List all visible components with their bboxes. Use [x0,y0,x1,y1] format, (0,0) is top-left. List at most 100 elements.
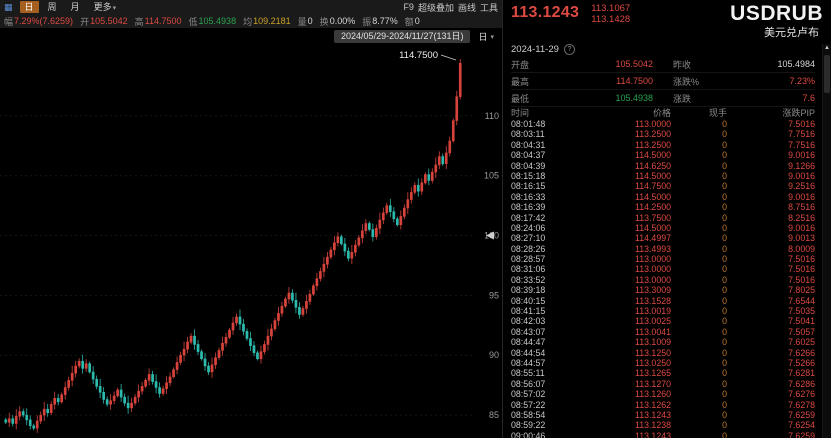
tick-row[interactable]: 08:24:06 114.5000 0 9.0016 [511,223,815,233]
tick-row[interactable]: 08:31:06 113.0000 0 7.5016 [511,264,815,274]
tick-row[interactable]: 08:04:37 114.5000 0 9.0016 [511,150,815,160]
stat: 开 105.5042 [80,15,128,28]
summary-value: 7.6 [802,93,815,103]
date-range-pill[interactable]: 2024/05/29-2024/11/27(131日) [334,30,471,43]
quote-top-row: 113.1243 113.1067 113.1428 USDRUB [503,0,831,26]
tick-cell: 7.5016 [788,264,815,275]
tick-table: 时间 价格 现手 涨跌PIP 08:01:48 113.0000 0 7.5016 08:03… [503,107,823,438]
tick-row[interactable]: 08:28:26 113.4993 0 8.0009 [511,244,815,254]
summary-value: 114.7500 [616,76,653,86]
tick-row[interactable]: 08:57:22 113.1262 0 7.6278 [511,400,815,410]
stat: 低 105.4938 [189,15,237,28]
tick-row[interactable]: 08:56:07 113.1270 0 7.6286 [511,379,815,389]
tick-cell: 113.3009 [634,285,671,296]
tick-cell: 8.2516 [788,212,815,223]
tick-cell: 7.5016 [788,254,815,265]
tick-row[interactable]: 08:44:54 113.1250 0 7.6266 [511,348,815,358]
period-tab[interactable]: 日 [19,1,39,13]
tick-row[interactable]: 08:40:15 113.1528 0 7.6544 [511,296,815,306]
svg-text:105: 105 [484,171,499,181]
tick-cell: 0 [722,233,727,244]
tick-row[interactable]: 08:04:31 113.2500 0 7.7516 [511,140,815,150]
tick-cell: 08:44:57 [511,357,546,368]
tick-cell: 0 [722,191,727,202]
tick-row[interactable]: 08:42:03 113.0025 0 7.5041 [511,316,815,326]
summary-label: 涨跌 [673,93,692,104]
tick-row[interactable]: 08:41:15 113.0019 0 7.5035 [511,306,815,316]
tick-row[interactable]: 08:39:18 113.3009 0 7.8025 [511,285,815,295]
tick-cell: 0 [722,326,727,337]
stat-label: 幅 [4,16,14,27]
svg-text:110: 110 [485,111,499,121]
tick-row[interactable]: 09:00:46 113.1243 0 7.6259 [511,431,815,438]
summary-value: 105.5042 [615,59,653,69]
tick-cell: 0 [722,222,727,233]
tick-row[interactable]: 08:57:02 113.1260 0 7.6276 [511,389,815,399]
tick-cell: 7.6254 [788,420,815,431]
tick-cell: 0 [722,430,727,438]
tick-row[interactable]: 08:44:57 113.0250 0 7.5266 [511,358,815,368]
tick-cell: 08:28:26 [511,243,546,254]
tick-row[interactable]: 08:15:18 114.5000 0 9.0016 [511,171,815,181]
tick-cell: 7.5035 [788,306,815,317]
period-tab[interactable]: 更多▾ [93,2,117,12]
tick-cell: 9.0016 [788,170,815,181]
tick-cell: 113.1238 [634,420,671,431]
tick-row[interactable]: 08:27:10 114.4997 0 9.0013 [511,233,815,243]
draw-line-button[interactable]: 画线 [457,2,476,13]
quote-scrollbar[interactable]: ▲ [822,44,831,438]
stat: 均 109.2181 [243,15,291,28]
svg-text:85: 85 [489,410,499,420]
session-row: 2024-11-29 ? [503,42,831,56]
tick-cell: 0 [722,129,727,140]
tick-cell: 0 [722,357,727,368]
tick-cell: 113.0000 [634,119,671,129]
stat-label: 量 [297,16,307,27]
tick-cell: 9.2516 [788,181,815,192]
layout-grid-icon[interactable]: ▦ [4,2,13,12]
tick-cell: 114.5000 [634,170,671,181]
period-tab[interactable]: 周 [47,2,57,12]
tick-row[interactable]: 08:59:22 113.1238 0 7.6254 [511,420,815,430]
tick-cell: 08:56:07 [511,378,546,389]
tick-cell: 9.0016 [788,191,815,202]
tick-row[interactable]: 08:17:42 113.7500 0 8.2516 [511,213,815,223]
scroll-up-icon[interactable]: ▲ [824,45,830,51]
tick-cell: 0 [722,119,727,129]
toolbar-buttons: F9 超级叠加 画线 工具 [403,1,498,14]
tick-row[interactable]: 08:58:54 113.1243 0 7.6259 [511,410,815,420]
tick-row[interactable]: 08:03:11 113.2500 0 7.7516 [511,129,815,139]
tick-cell: 7.5057 [788,326,815,337]
f9-button[interactable]: F9 [403,2,414,12]
super-overlay-button[interactable]: 超级叠加 [417,2,454,13]
tick-cell: 08:59:22 [511,420,546,431]
help-icon[interactable]: ? [563,43,575,55]
tools-button[interactable]: 工具 [479,2,498,13]
tick-cell: 7.8025 [788,285,815,296]
tick-row[interactable]: 08:43:07 113.0041 0 7.5057 [511,327,815,337]
tick-row[interactable]: 08:44:47 113.1009 0 7.6025 [511,337,815,347]
tick-cell: 113.0000 [634,264,671,275]
period-dropdown[interactable]: 日 ▾ [478,30,494,43]
tick-row[interactable]: 08:16:33 114.5000 0 9.0016 [511,192,815,202]
tick-row[interactable]: 08:04:39 114.6250 0 9.1266 [511,161,815,171]
tick-cell: 113.0019 [634,306,671,317]
stat: 振 8.77% [362,15,398,28]
tick-row[interactable]: 08:33:52 113.0000 0 7.5016 [511,275,815,285]
period-tab[interactable]: 月 [70,2,80,12]
tick-row[interactable]: 08:28:57 113.0000 0 7.5016 [511,254,815,264]
tick-cell: 08:27:10 [511,233,546,244]
tick-cell: 0 [722,150,727,161]
tick-row[interactable]: 08:16:39 114.2500 0 8.7516 [511,202,815,212]
tick-row[interactable]: 08:01:48 113.0000 0 7.5016 [511,119,815,129]
tick-cell: 0 [722,347,727,358]
quote-summary: 开盘 105.5042 昨收 105.4984 最高 114.7500 涨跌% 7.23% 最低… [503,56,823,107]
tick-row[interactable]: 08:55:11 113.1265 0 7.6281 [511,368,815,378]
candlestick-chart[interactable]: 859095100105110114.7500 [0,44,502,438]
tick-row[interactable]: 08:16:15 114.7500 0 9.2516 [511,181,815,191]
tick-cell: 114.2500 [634,202,671,213]
tick-cell: 0 [722,243,727,254]
tick-cell: 113.0041 [634,326,671,337]
tick-cell: 114.7500 [634,181,671,192]
scrollbar-thumb[interactable] [824,55,830,93]
